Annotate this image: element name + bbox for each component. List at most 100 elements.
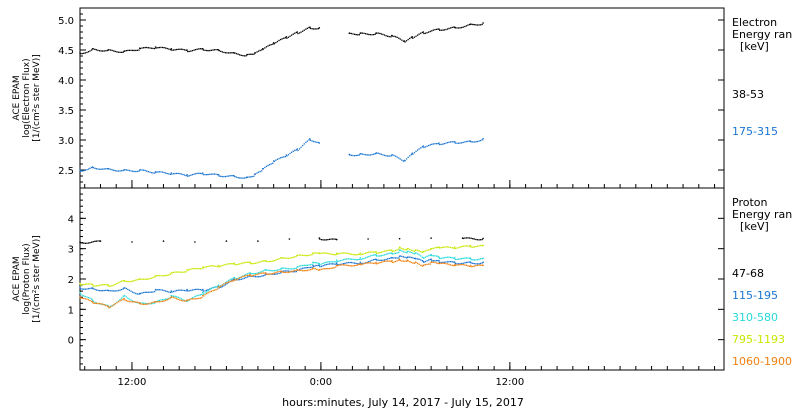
proton-point (430, 261, 432, 264)
proton-y-axis-label-line: [1/(cm²s ster MeV)] (32, 235, 42, 322)
electron-point (469, 140, 472, 142)
proton-point (265, 269, 267, 271)
proton-y-tick-label: 4 (68, 214, 74, 225)
proton-y-tick-label: 2 (68, 275, 74, 286)
electron-point (79, 52, 81, 54)
proton-point (375, 253, 377, 256)
electron-point (272, 42, 275, 44)
electron-point (375, 152, 377, 154)
proton-point (312, 252, 314, 254)
proton-point (438, 256, 440, 259)
electron-legend-entry: 175-315 (732, 125, 778, 138)
proton-point (391, 260, 393, 262)
electron-point (482, 22, 484, 24)
proton-y-tick-label: 0 (68, 336, 74, 347)
electron-point (261, 48, 264, 50)
proton-point (453, 263, 456, 266)
proton-point (91, 299, 94, 302)
electron-point (154, 46, 157, 48)
electron-y-axis-label: ACE EPAMlog(Electron Flux)[1/(cm²s ster … (12, 54, 42, 141)
electron-y-axis-label-line: [1/(cm²s ster MeV)] (32, 54, 42, 141)
proton-point (79, 296, 81, 299)
electron-point (217, 49, 220, 51)
electron-y-tick-label: 3.0 (58, 136, 74, 147)
electron-point (403, 40, 406, 42)
proton-point (280, 270, 283, 273)
proton-point (318, 252, 321, 254)
proton-point (406, 250, 409, 253)
proton-legend-entry: 795-1193 (732, 333, 785, 346)
electron-point (359, 32, 362, 34)
x-tick-label: 0:00 (310, 377, 332, 388)
proton-point (123, 287, 125, 289)
electron-point (422, 145, 425, 147)
proton-point (296, 266, 299, 268)
proton-point (318, 237, 321, 239)
proton-point (461, 237, 464, 239)
proton-legend-title-line: Energy ran (732, 208, 792, 221)
proton-point (249, 273, 251, 276)
proton-point (217, 284, 220, 286)
proton-y-axis-label-line: log(Proton Flux) (22, 243, 32, 314)
electron-point (186, 174, 188, 176)
proton-point (453, 246, 456, 248)
electron-point (438, 142, 440, 144)
proton-point (91, 283, 94, 286)
electron-legend-title-line: [keV] (740, 40, 769, 53)
proton-point (162, 240, 165, 242)
proton-y-axis-label: ACE EPAMlog(Proton Flux)[1/(cm²s ster Me… (12, 235, 42, 322)
proton-point (469, 264, 472, 267)
proton-point (202, 291, 204, 294)
proton-point (359, 263, 362, 265)
proton-point (398, 249, 401, 251)
proton-point (391, 257, 393, 259)
electron-point (154, 171, 157, 173)
electron-point (348, 32, 351, 34)
proton-point (453, 261, 456, 264)
proton-point (288, 238, 291, 240)
electron-point (453, 141, 456, 143)
proton-point (414, 249, 417, 251)
proton-point (170, 294, 173, 297)
proton-y-tick-label: 3 (68, 245, 74, 256)
proton-point (398, 246, 401, 248)
x-axis-label: hours:minutes, July 14, 2017 - July 15, … (282, 396, 524, 409)
proton-point (91, 301, 94, 303)
electron-point (453, 26, 456, 29)
electron-point (261, 168, 264, 170)
electron-point (254, 173, 256, 175)
proton-point (375, 261, 377, 264)
proton-point (335, 262, 338, 265)
proton-point (154, 288, 157, 291)
electron-point (123, 50, 125, 52)
electron-y-axis-label-line: log(Electron Flux) (22, 58, 32, 137)
proton-flux-panel: 0 1 2 3 4 ACE EPAMlog(Proton Flux)[1/(cm²s st… (12, 187, 792, 371)
proton-point (398, 258, 401, 261)
time-axis: 12:00 0:00 12:00 (84, 180, 716, 388)
proton-point (453, 257, 456, 259)
proton-point (359, 261, 362, 264)
proton-point (482, 237, 484, 240)
proton-point (359, 252, 362, 254)
proton-point (359, 257, 362, 259)
proton-series-115-195 (79, 255, 484, 295)
proton-point (186, 269, 188, 271)
proton-series-1060-1900 (79, 258, 484, 309)
electron-point (202, 48, 204, 50)
electron-point (170, 172, 173, 174)
proton-point (375, 250, 377, 253)
proton-point (123, 297, 125, 300)
proton-point (186, 288, 188, 291)
proton-point (375, 258, 377, 261)
electron-point (285, 36, 288, 38)
proton-point (217, 264, 220, 267)
proton-point (438, 246, 440, 248)
proton-point (482, 244, 484, 247)
proton-legend-title-line: [keV] (740, 220, 769, 233)
proton-point (430, 258, 432, 261)
proton-legend-entry: 1060-1900 (732, 355, 792, 368)
electron-point (91, 48, 94, 50)
electron-flux-panel: 2.5 3.0 3.5 4.0 4.5 5.0 ACE EPAMlog(Electron F… (12, 7, 792, 189)
proton-point (79, 241, 81, 243)
